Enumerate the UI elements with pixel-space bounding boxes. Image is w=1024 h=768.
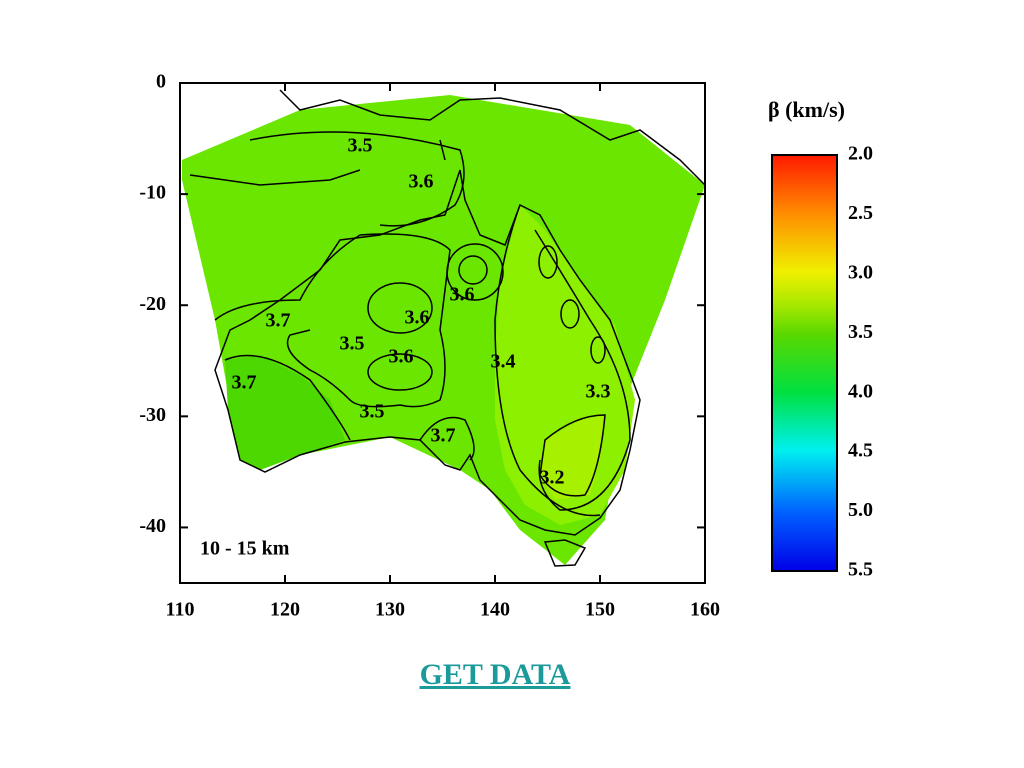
contour-labels: 3.5 3.6 3.6 3.7 3.6 3.5 3.6 3.4 3.7 3.3 3.5 3.7 3.2 xyxy=(232,135,611,489)
y-tick-label: -20 xyxy=(139,293,166,315)
get-data-link[interactable]: GET DATA xyxy=(419,658,571,691)
x-tick-label: 120 xyxy=(270,599,300,621)
x-tick-label: 140 xyxy=(480,599,510,621)
colorbar-tick-label: 4.5 xyxy=(848,440,873,462)
contour-label: 3.5 xyxy=(360,401,385,423)
contour-label: 3.6 xyxy=(409,171,434,193)
fast-region xyxy=(225,355,345,470)
contour-label: 3.6 xyxy=(405,307,430,329)
contour-label: 3.7 xyxy=(266,310,291,332)
x-tick-label: 130 xyxy=(375,599,405,621)
y-tick-label: -40 xyxy=(139,515,166,537)
colorbar-tick-label: 4.0 xyxy=(848,380,873,402)
colorbar-tick-label: 2.5 xyxy=(848,202,873,224)
x-tick-label: 150 xyxy=(585,599,615,621)
plot-frame xyxy=(179,82,706,584)
colorbar xyxy=(771,154,838,572)
y-tick-label: -30 xyxy=(139,404,166,426)
coastline xyxy=(189,89,705,567)
depth-label: 10 - 15 km xyxy=(200,538,290,560)
slower-region xyxy=(540,415,605,500)
contours xyxy=(214,131,631,517)
model-region xyxy=(182,95,705,565)
colorbar-tick-label: 3.0 xyxy=(848,261,873,283)
contour-label: 3.2 xyxy=(540,467,565,489)
colorbar-title: β (km/s) xyxy=(768,97,845,122)
y-tick-label: -10 xyxy=(139,182,166,204)
x-tick-label: 110 xyxy=(166,599,195,621)
x-tick-label: 160 xyxy=(690,599,720,621)
map-area xyxy=(182,89,705,567)
contour-label: 3.3 xyxy=(586,381,611,403)
contour-label: 3.7 xyxy=(232,372,257,394)
contour-label: 3.6 xyxy=(450,284,475,306)
contour-label: 3.5 xyxy=(340,333,365,355)
axes: 110 120 130 140 150 160 0 -10 -20 -30 -40 2.0 2.5 3.0… xyxy=(139,71,873,621)
colorbar-tick-label: 5.5 xyxy=(848,559,873,581)
contour-label: 3.7 xyxy=(431,425,456,447)
colorbar-tick-label: 2.0 xyxy=(848,143,873,165)
colorbar-tick-label: 3.5 xyxy=(848,321,873,343)
contour-label: 3.4 xyxy=(491,351,516,373)
colorbar-tick-label: 5.0 xyxy=(848,499,873,521)
contour-label: 3.6 xyxy=(389,346,414,368)
y-tick-label: 0 xyxy=(156,71,166,93)
contour-label: 3.5 xyxy=(348,135,373,157)
